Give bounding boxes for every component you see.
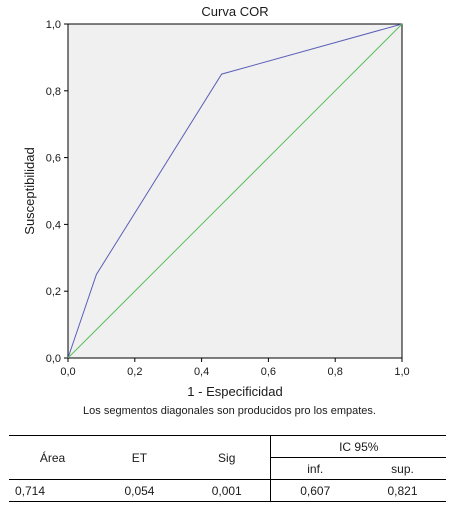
x-tick-label: 0,2 xyxy=(127,366,142,378)
x-tick-label: 0,8 xyxy=(328,366,343,378)
stats-table: Área ET Sig IC 95% inf. sup. 0,714 0,054… xyxy=(9,435,446,502)
reference-diagonal-line xyxy=(67,23,403,359)
header-sig: Sig xyxy=(182,435,272,480)
x-tick-label: 0,4 xyxy=(194,366,209,378)
y-tick-label: 0,6 xyxy=(46,153,61,165)
cell-et: 0,054 xyxy=(124,483,155,498)
y-tick-label: 0,2 xyxy=(46,286,61,298)
table-row: 0,714 0,054 0,001 0,607 0,821 xyxy=(9,479,446,502)
roc-curve-line xyxy=(67,23,403,359)
header-area: Área xyxy=(39,450,66,465)
chart-caption: Los segmentos diagonales son producidos … xyxy=(83,405,376,417)
roc-chart: Curva COR 0,0 0,2 0,4 0,6 0,8 1,0 0,0 0,2 0,4 0,6… xyxy=(22,4,410,399)
y-tick-label: 0,0 xyxy=(46,353,61,365)
y-tick-label: 1,0 xyxy=(46,19,61,31)
cell-sup: 0,821 xyxy=(387,483,418,498)
x-tick-label: 0,6 xyxy=(261,366,276,378)
header-ic: IC 95% xyxy=(270,435,446,458)
x-axis-label: 1 - Especificidad xyxy=(187,384,282,399)
x-tick-label: 0,0 xyxy=(60,366,75,378)
header-sup: sup. xyxy=(391,461,414,476)
cell-area: 0,714 xyxy=(15,483,46,498)
x-tick-label: 1,0 xyxy=(394,366,409,378)
y-tick-label: 0,8 xyxy=(46,86,61,98)
cell-inf: 0,607 xyxy=(300,483,331,498)
header-inf: inf. xyxy=(307,461,324,476)
y-tick-label: 0,4 xyxy=(46,219,61,231)
chart-title: Curva COR xyxy=(201,4,268,19)
cell-sig: 0,001 xyxy=(182,479,272,502)
y-axis-label: Susceptibilidad xyxy=(22,147,37,234)
header-et: ET xyxy=(131,450,148,465)
